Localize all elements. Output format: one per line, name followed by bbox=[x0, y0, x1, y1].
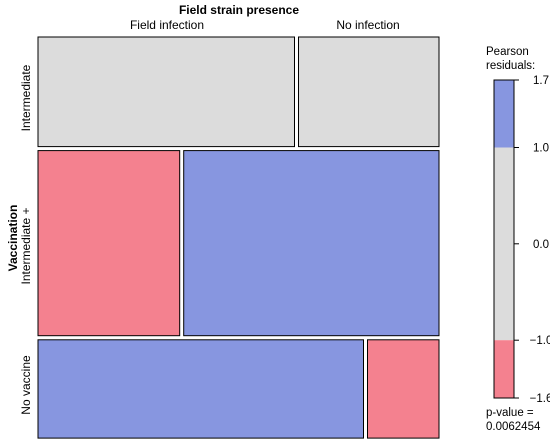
legend-title-line1: Pearson bbox=[486, 46, 529, 58]
legend-tick-label-3: −1.0 bbox=[530, 335, 550, 347]
row-label-intermediate: Intermediate bbox=[19, 64, 33, 131]
legend-frame bbox=[493, 79, 515, 399]
mosaic-tile-r3-c2 bbox=[367, 339, 440, 439]
legend-tick-label-1: 1.0 bbox=[533, 143, 549, 155]
mosaic-tile-r1-c1 bbox=[37, 36, 295, 148]
p-value-label: p-value = bbox=[486, 407, 534, 419]
legend-title-line2: residuals: bbox=[486, 60, 535, 72]
row-label-no-vaccine: No vaccine bbox=[19, 355, 33, 415]
legend-tick-label-0: 1.7 bbox=[533, 75, 549, 87]
legend-band-positive bbox=[494, 80, 514, 148]
mosaic-tile-r1-c2 bbox=[298, 36, 440, 148]
legend-tick-label-2: 0.0 bbox=[533, 239, 549, 251]
mosaic-tile-r2-c2 bbox=[183, 150, 440, 337]
mosaic-cells bbox=[37, 36, 440, 439]
legend-band-neutral bbox=[494, 147, 514, 341]
side-axis-title: Vaccination bbox=[6, 205, 20, 272]
legend-band-negative bbox=[494, 340, 514, 398]
residual-color-legend: 1.7 1.0 0.0 −1.0 −1.6 bbox=[493, 75, 550, 405]
column-label-no-infection: No infection bbox=[336, 18, 399, 32]
mosaic-tile-r2-c1 bbox=[37, 150, 181, 337]
legend-tick-label-4: −1.6 bbox=[530, 393, 550, 405]
column-label-field-infection: Field infection bbox=[130, 18, 204, 32]
top-axis-title: Field strain presence bbox=[179, 3, 299, 17]
row-label-intermediate-plus: Intermediate + bbox=[19, 207, 33, 284]
mosaic-tile-r3-c1 bbox=[37, 339, 364, 439]
p-value-number: 0.0062454 bbox=[486, 421, 541, 433]
